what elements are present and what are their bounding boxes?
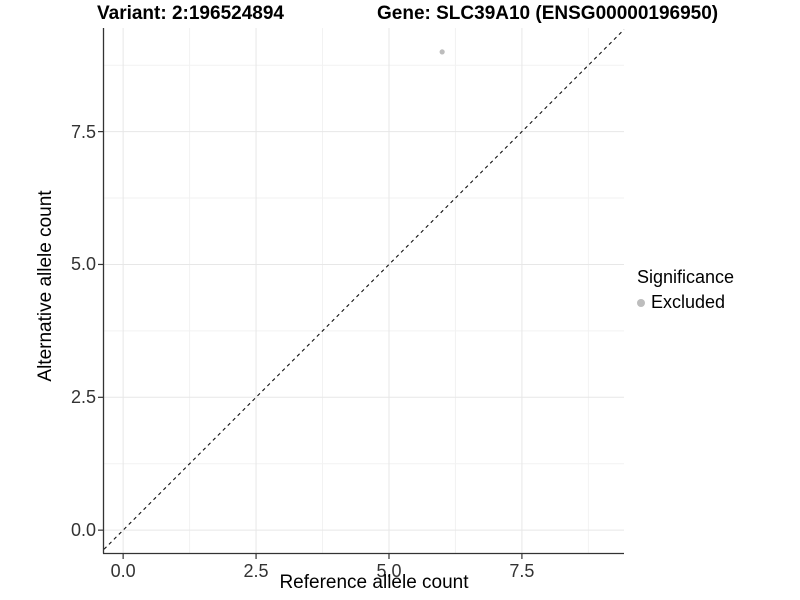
plot-title-gene: Gene: SLC39A10 (ENSG00000196950) xyxy=(377,3,719,24)
x-axis-title: Reference allele count xyxy=(279,572,469,593)
x-tick-label: 7.5 xyxy=(509,561,535,581)
legend: Significance Excluded xyxy=(637,267,734,313)
legend-label: Excluded xyxy=(651,292,726,312)
plot-title-variant: Variant: 2:196524894 xyxy=(97,3,284,24)
legend-title: Significance xyxy=(637,267,735,287)
x-tick-label: 5.0 xyxy=(376,561,402,581)
y-tick-label: 7.5 xyxy=(70,121,96,142)
identity-line xyxy=(103,29,625,550)
legend-item: Excluded xyxy=(637,292,734,313)
y-tick-label: 5.0 xyxy=(70,254,96,275)
x-tick-label: 0.0 xyxy=(110,561,136,581)
y-tick-label: 0.0 xyxy=(70,520,96,541)
data-point xyxy=(439,49,445,55)
x-tick-label: 2.5 xyxy=(243,561,269,581)
y-tick-label: 2.5 xyxy=(70,387,96,408)
legend-items: Excluded xyxy=(637,292,734,313)
legend-key-dot xyxy=(637,298,645,307)
